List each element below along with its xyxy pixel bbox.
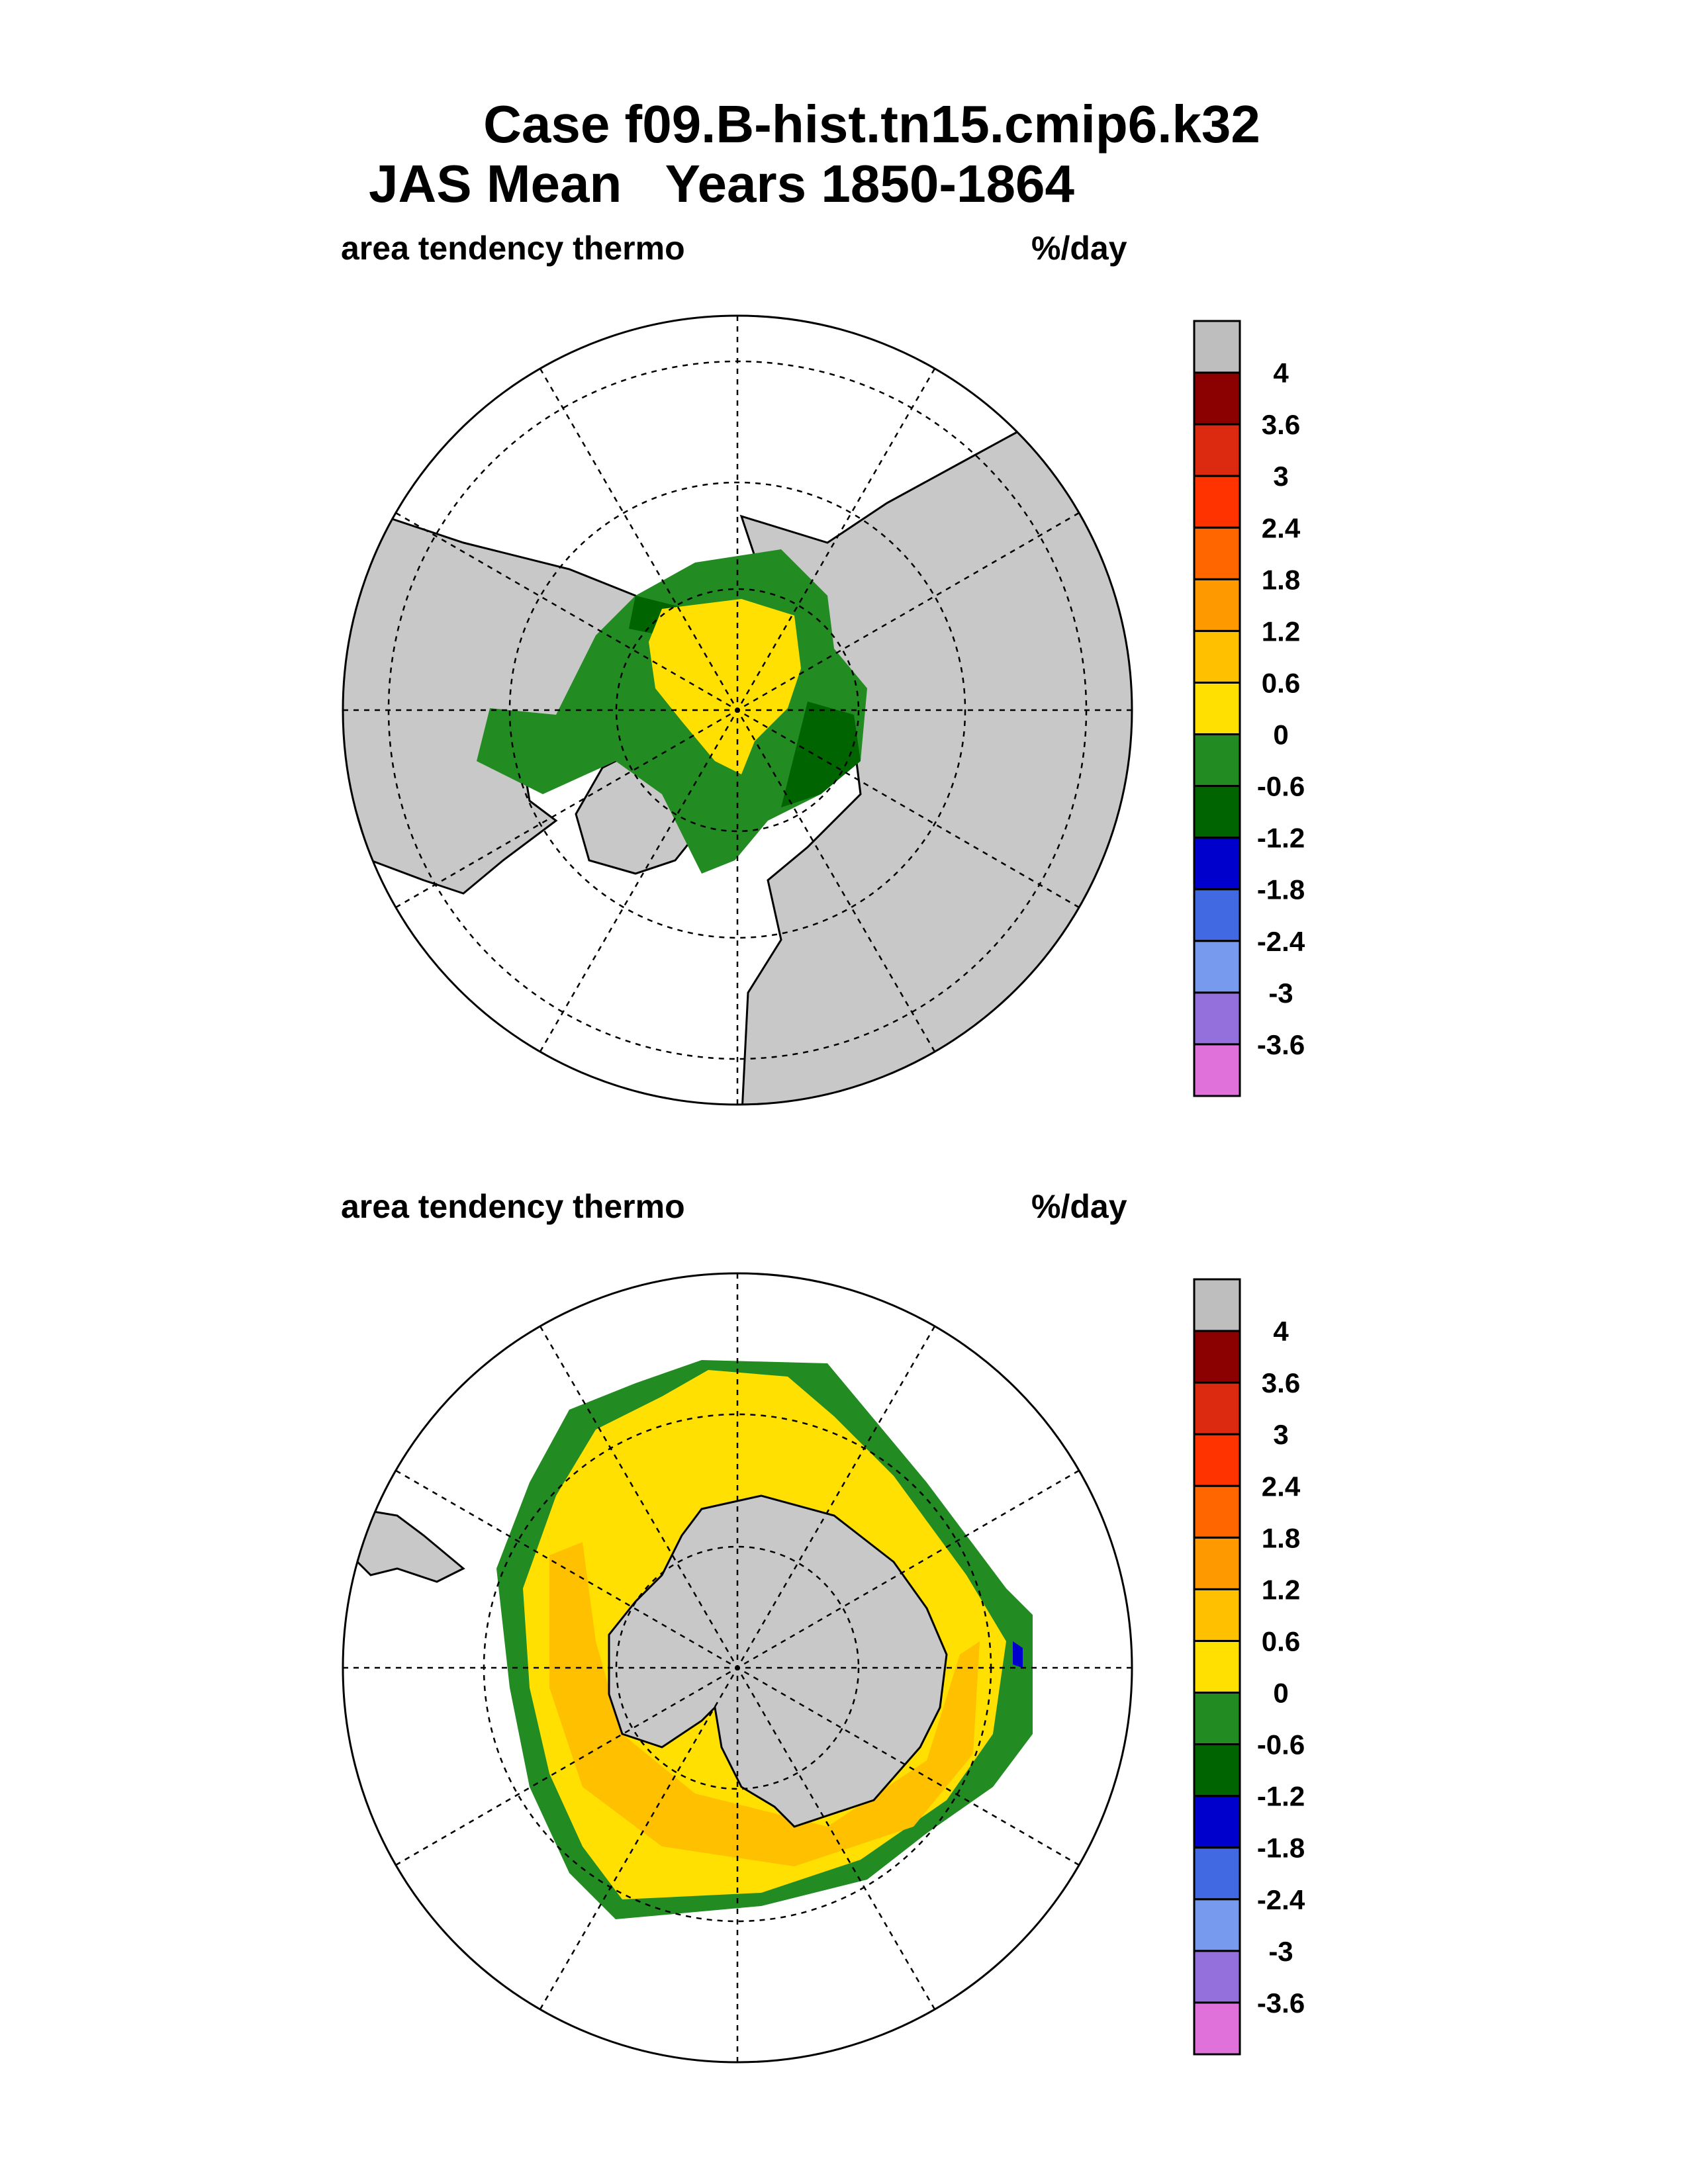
colorbar-box <box>1193 371 1241 426</box>
colorbar-label: -0.6 <box>1257 771 1305 802</box>
north-map-border <box>342 314 1133 1106</box>
colorbar-box <box>1193 320 1241 374</box>
colorbar-box <box>1193 1330 1241 1384</box>
colorbar-label: 3 <box>1273 461 1288 492</box>
colorbar-box <box>1193 1795 1241 1849</box>
colorbar-label: -1.2 <box>1257 1781 1305 1812</box>
colorbar-label: 3.6 <box>1262 409 1300 440</box>
colorbar-label: -1.2 <box>1257 823 1305 854</box>
colorbar-label: 3.6 <box>1262 1367 1300 1398</box>
colorbar-label: 1.8 <box>1262 1522 1300 1553</box>
colorbar-south: 4 3.6 3 2.4 1.8 1.2 0.6 0 -0.6 -1.2 -1.8 -2.4 -3 -3.6 <box>1193 1278 1305 2056</box>
colorbar-box <box>1193 1381 1241 1435</box>
colorbar-box <box>1193 681 1241 736</box>
colorbar-label: -3 <box>1268 1936 1293 1967</box>
colorbar-label: -2.4 <box>1257 926 1305 957</box>
colorbar-label: -0.6 <box>1257 1729 1305 1760</box>
colorbar-box <box>1193 578 1241 632</box>
panel1-units: %/day <box>1031 230 1127 267</box>
land-antarctica <box>608 1494 948 1828</box>
colorbar-label: 1.2 <box>1262 1574 1300 1605</box>
colorbar-box <box>1193 1692 1241 1746</box>
colorbar-box <box>1193 940 1241 994</box>
colorbar-box <box>1193 1898 1241 1952</box>
colorbar-box <box>1193 1043 1241 1097</box>
colorbar-box <box>1193 1588 1241 1642</box>
ice-blue-patch <box>1013 1641 1023 1668</box>
panel1-variable: area tendency thermo <box>341 230 685 267</box>
colorbar-box <box>1193 1484 1241 1539</box>
panel2-units: %/day <box>1031 1188 1127 1225</box>
south-map-border <box>342 1272 1133 2064</box>
colorbar-box <box>1193 1950 1241 2004</box>
colorbar-box <box>1193 785 1241 839</box>
ice-dark-green <box>629 596 861 807</box>
ice-orange-fringe <box>549 1542 980 1866</box>
colorbar-label: -3.6 <box>1257 1029 1305 1060</box>
colorbar-box <box>1193 1278 1241 1332</box>
ice-yellow-core <box>649 599 801 774</box>
south-graticule <box>343 1273 1132 2062</box>
colorbar-label: 3 <box>1273 1419 1288 1450</box>
colorbar-label: -1.8 <box>1257 874 1305 905</box>
colorbar-label: 4 <box>1273 1316 1289 1347</box>
panel2-variable: area tendency thermo <box>341 1188 685 1225</box>
colorbar-label: 4 <box>1273 357 1289 388</box>
colorbar-box <box>1193 526 1241 580</box>
colorbar-label: 2.4 <box>1262 1471 1301 1502</box>
colorbar-box <box>1193 1846 1241 1901</box>
colorbar-box <box>1193 888 1241 942</box>
colorbar-label: 1.2 <box>1262 615 1300 647</box>
colorbar-box <box>1193 629 1241 684</box>
colorbar-label: -1.8 <box>1257 1833 1305 1864</box>
colorbar-box <box>1193 2001 1241 2056</box>
colorbar-box <box>1193 991 1241 1046</box>
colorbar-box <box>1193 1639 1241 1694</box>
colorbar-box <box>1193 423 1241 477</box>
title-line-2: JAS Mean Years 1850-1864 <box>369 154 1074 213</box>
north-graticule <box>343 316 1132 1105</box>
title-line-1: Case f09.B-hist.tn15.cmip6.k32 <box>483 95 1260 154</box>
colorbar-label: 2.4 <box>1262 512 1301 543</box>
colorbar-label: 0.6 <box>1262 667 1300 698</box>
colorbar-box <box>1193 837 1241 891</box>
colorbar-box <box>1193 1743 1241 1797</box>
north-polar-map <box>343 316 1132 1105</box>
colorbar-label: 0 <box>1273 719 1288 751</box>
colorbar-box <box>1193 1433 1241 1487</box>
colorbar-box <box>1193 475 1241 529</box>
colorbar-label: -3 <box>1268 978 1293 1009</box>
colorbar-label: -2.4 <box>1257 1884 1305 1915</box>
colorbar-north: 4 3.6 3 2.4 1.8 1.2 0.6 0 -0.6 -1.2 -1.8 -2.4 -3 -3.6 <box>1193 320 1305 1097</box>
colorbar-label: 0 <box>1273 1678 1288 1709</box>
colorbar-label: 1.8 <box>1262 564 1300 595</box>
colorbar-label: 0.6 <box>1262 1625 1300 1657</box>
colorbar-label: -3.6 <box>1257 1987 1305 2019</box>
land-south-america-tip <box>356 1508 465 1583</box>
colorbar-box <box>1193 1536 1241 1590</box>
colorbar-box <box>1193 733 1241 788</box>
